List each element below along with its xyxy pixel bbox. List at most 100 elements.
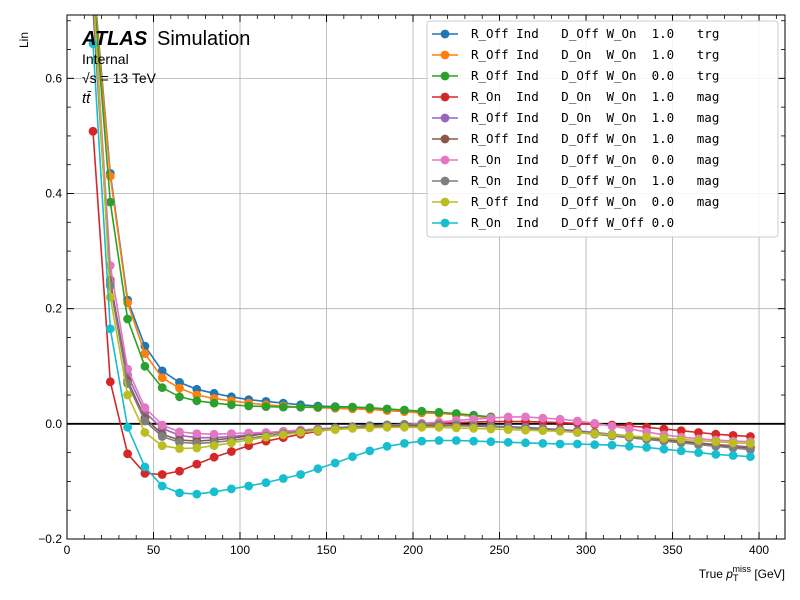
legend-entry: R_Off Ind D_Off W_On 1.0 trg xyxy=(432,26,719,41)
data-point xyxy=(140,361,150,371)
data-point xyxy=(105,324,115,334)
data-point xyxy=(227,484,236,494)
data-point xyxy=(105,197,115,207)
data-point xyxy=(469,436,478,446)
data-point xyxy=(676,446,686,456)
series-3 xyxy=(94,15,496,422)
data-point xyxy=(521,438,530,448)
legend-marker xyxy=(440,50,450,60)
y-axis-label: Lin xyxy=(17,32,31,48)
data-point xyxy=(88,126,98,136)
legend-entry: R_Off Ind D_On W_On 1.0 trg xyxy=(432,47,719,62)
data-point xyxy=(140,462,150,472)
data-point xyxy=(694,436,703,445)
data-point xyxy=(140,403,150,413)
data-point xyxy=(157,383,167,392)
series-group xyxy=(88,15,755,499)
data-point xyxy=(261,478,271,487)
data-point xyxy=(261,432,271,442)
data-point xyxy=(209,452,219,462)
legend-entry: R_On Ind D_Off W_Off 0.0 xyxy=(432,215,674,230)
data-point xyxy=(417,422,427,432)
data-point xyxy=(711,437,721,447)
data-point xyxy=(469,424,478,433)
data-point xyxy=(157,366,167,376)
data-point xyxy=(175,444,184,453)
data-point xyxy=(278,430,288,440)
data-point xyxy=(175,392,184,402)
data-point xyxy=(123,390,132,400)
data-point xyxy=(278,402,288,412)
data-point xyxy=(157,481,167,491)
data-point xyxy=(209,429,219,439)
data-point xyxy=(642,443,651,452)
data-point xyxy=(192,429,202,438)
data-point xyxy=(573,416,582,426)
x-tick-label: 300 xyxy=(576,543,596,557)
data-point xyxy=(227,400,236,410)
data-point xyxy=(175,383,184,393)
y-tick-label: 0.6 xyxy=(45,71,62,85)
data-point xyxy=(400,439,409,448)
data-point xyxy=(538,426,548,436)
data-point xyxy=(555,439,565,449)
legend-label: R_Off Ind D_Off W_On 0.0 trg xyxy=(471,68,719,83)
data-point xyxy=(330,458,340,468)
data-point xyxy=(469,414,478,424)
data-point xyxy=(694,428,703,437)
data-point xyxy=(227,429,236,438)
data-point xyxy=(175,466,184,476)
x-tick-label: 100 xyxy=(230,543,250,557)
legend-label: R_Off Ind D_Off W_On 1.0 trg xyxy=(471,26,719,41)
legend-marker xyxy=(440,197,450,207)
data-point xyxy=(382,404,392,414)
atlas-label: ATLAS xyxy=(81,28,148,50)
legend-label: R_On Ind D_Off W_Off 0.0 xyxy=(471,215,674,230)
legend-entry: R_Off Ind D_Off W_On 0.0 trg xyxy=(432,68,719,83)
legend-entry: R_On Ind D_Off W_On 1.0 mag xyxy=(432,173,719,188)
data-point xyxy=(590,440,600,449)
data-point xyxy=(434,407,444,417)
data-point xyxy=(400,422,409,432)
data-point xyxy=(157,420,167,430)
data-point xyxy=(538,413,548,423)
data-point xyxy=(417,406,427,416)
data-point xyxy=(227,447,236,456)
legend-entry: R_Off Ind D_Off W_On 1.0 mag xyxy=(432,131,719,146)
legend: R_Off Ind D_Off W_On 1.0 trg R_Off Ind D_… xyxy=(426,20,779,238)
data-point xyxy=(209,441,219,451)
y-tick-label: −0.2 xyxy=(38,532,62,546)
data-point xyxy=(728,451,738,460)
legend-marker xyxy=(440,92,450,102)
data-point xyxy=(434,422,444,432)
data-point xyxy=(192,459,202,469)
data-point xyxy=(728,438,738,448)
data-point xyxy=(157,432,167,441)
legend-label: R_On Ind D_On W_On 1.0 mag xyxy=(471,89,719,104)
legend-marker xyxy=(440,218,450,228)
series-10 xyxy=(88,39,755,499)
data-point xyxy=(261,402,271,411)
legend-label: R_On Ind D_Off W_On 1.0 mag xyxy=(471,173,719,188)
data-point xyxy=(140,349,150,358)
data-point xyxy=(330,425,340,434)
data-point xyxy=(642,432,651,442)
legend-entry: R_On Ind D_On W_On 1.0 mag xyxy=(432,89,719,104)
data-point xyxy=(330,402,340,412)
data-point xyxy=(365,403,375,413)
data-point xyxy=(123,422,132,432)
data-point xyxy=(140,428,150,437)
data-point xyxy=(209,398,219,408)
data-point xyxy=(382,422,392,432)
data-point xyxy=(676,435,686,444)
data-point xyxy=(503,412,513,422)
legend-entry: R_Off Ind D_On W_On 1.0 mag xyxy=(432,110,719,125)
data-point xyxy=(486,413,496,423)
data-point xyxy=(296,428,305,437)
data-point xyxy=(503,425,513,434)
legend-marker xyxy=(440,155,450,165)
data-point xyxy=(175,488,184,498)
data-point xyxy=(123,449,132,459)
data-point xyxy=(451,423,461,433)
data-point xyxy=(296,470,305,479)
